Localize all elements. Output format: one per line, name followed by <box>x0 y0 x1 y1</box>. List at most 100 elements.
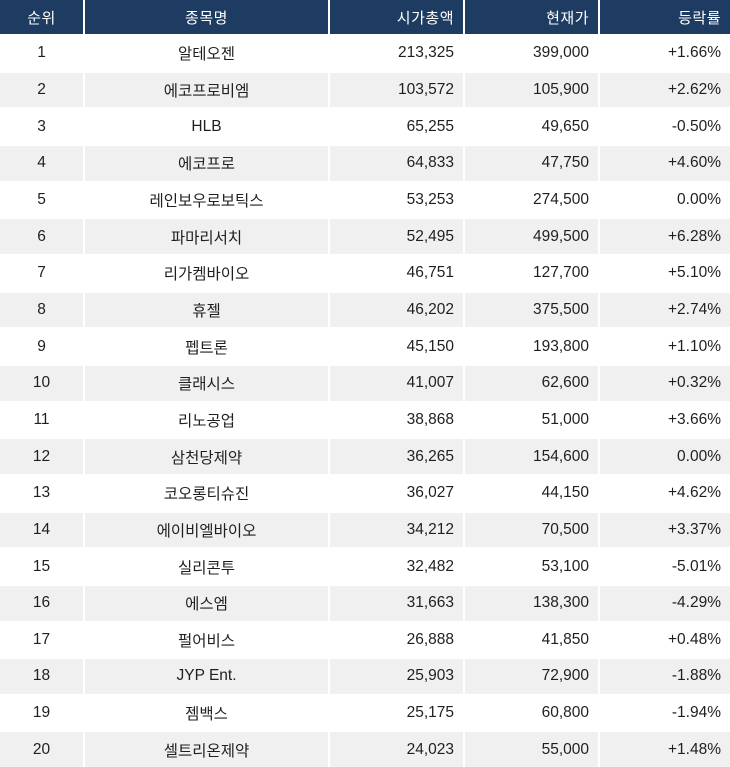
column-header-market-cap: 시가총액 <box>330 0 465 34</box>
current-price-cell: 127,700 <box>465 255 600 291</box>
change-rate-cell: +0.48% <box>667 630 721 648</box>
current-price-cell: 499,500 <box>465 219 600 254</box>
table-row: 18 JYP Ent. 25,903 72,900 -1.88% <box>0 657 730 694</box>
change-rate-cell: 0.00% <box>677 447 721 465</box>
current-price-cell: 375,500 <box>465 292 600 328</box>
change-rate-cell: +1.48% <box>667 740 721 758</box>
column-header-rank: 순위 <box>0 0 85 34</box>
rank-cell: 8 <box>0 292 85 328</box>
market-cap-cell: 64,833 <box>330 145 465 181</box>
change-rate-cell: -1.88% <box>671 667 721 685</box>
market-cap-cell: 31,663 <box>330 585 465 621</box>
change-rate-cell: -1.94% <box>671 704 721 722</box>
stock-name-cell: 펩트론 <box>85 329 330 364</box>
current-price-cell: 105,900 <box>465 72 600 108</box>
rank-cell: 6 <box>0 219 85 254</box>
table-row: 15 실리콘투 32,482 53,100 -5.01% <box>0 547 730 584</box>
market-cap-cell: 53,253 <box>330 182 465 218</box>
rank-cell: 5 <box>0 182 85 218</box>
table-row: 16 에스엠 31,663 138,300 -4.29% <box>0 583 730 621</box>
market-cap-cell: 24,023 <box>330 732 465 767</box>
current-price-cell: 44,150 <box>465 475 600 511</box>
stock-name-cell: 실리콘투 <box>85 549 330 584</box>
stock-name-cell: 에코프로비엠 <box>85 72 330 108</box>
table-row: 7 리가켐바이오 46,751 127,700 +5.10% <box>0 253 730 291</box>
current-price-cell: 41,850 <box>465 622 600 658</box>
change-rate-cell: +2.74% <box>667 300 721 318</box>
table-row: 9 펩트론 45,150 193,800 +1.10% <box>0 327 730 364</box>
rank-cell: 17 <box>0 622 85 658</box>
change-rate-cell: +4.60% <box>667 154 721 172</box>
column-header-current-price: 현재가 <box>465 0 600 34</box>
change-rate-cell: -5.01% <box>671 557 721 575</box>
stock-name-cell: 젬백스 <box>85 695 330 731</box>
current-price-cell: 53,100 <box>465 549 600 584</box>
change-rate-cell: +4.62% <box>667 484 721 502</box>
table-body: 1 알테오젠 213,325 399,000 +1.66% 2 에코프로비엠 103,572 1… <box>0 34 730 767</box>
stock-name-cell: 휴젤 <box>85 292 330 328</box>
table-row: 10 클래시스 41,007 62,600 +0.32% <box>0 363 730 401</box>
market-cap-cell: 36,265 <box>330 439 465 474</box>
table-row: 3 HLB 65,255 49,650 -0.50% <box>0 107 730 144</box>
change-rate-cell: +0.32% <box>667 374 721 392</box>
current-price-cell: 193,800 <box>465 329 600 364</box>
table-row: 4 에코프로 64,833 47,750 +4.60% <box>0 143 730 181</box>
table-row: 17 펄어비스 26,888 41,850 +0.48% <box>0 620 730 658</box>
market-cap-cell: 46,751 <box>330 255 465 291</box>
current-price-cell: 72,900 <box>465 659 600 694</box>
stock-name-cell: 리가켐바이오 <box>85 255 330 291</box>
current-price-cell: 49,650 <box>465 109 600 144</box>
current-price-cell: 274,500 <box>465 182 600 218</box>
market-cap-cell: 213,325 <box>330 36 465 71</box>
stock-name-cell: 에코프로 <box>85 145 330 181</box>
change-rate-cell: 0.00% <box>677 190 721 208</box>
market-cap-cell: 25,903 <box>330 659 465 694</box>
table-row: 2 에코프로비엠 103,572 105,900 +2.62% <box>0 70 730 108</box>
current-price-cell: 51,000 <box>465 402 600 438</box>
table-row: 1 알테오젠 213,325 399,000 +1.66% <box>0 34 730 71</box>
table-row: 14 에이비엘바이오 34,212 70,500 +3.37% <box>0 510 730 548</box>
market-cap-cell: 65,255 <box>330 109 465 144</box>
change-rate-cell: +1.10% <box>667 337 721 355</box>
rank-cell: 4 <box>0 145 85 181</box>
column-header-change-rate: 등락률 <box>678 9 721 27</box>
rank-cell: 15 <box>0 549 85 584</box>
rank-cell: 1 <box>0 36 85 71</box>
market-cap-cell: 32,482 <box>330 549 465 584</box>
rank-cell: 14 <box>0 512 85 548</box>
change-rate-cell: +1.66% <box>667 44 721 62</box>
stock-name-cell: 삼천당제약 <box>85 439 330 474</box>
table-row: 8 휴젤 46,202 375,500 +2.74% <box>0 290 730 328</box>
current-price-cell: 60,800 <box>465 695 600 731</box>
market-cap-cell: 41,007 <box>330 365 465 401</box>
rank-cell: 7 <box>0 255 85 291</box>
stock-name-cell: 레인보우로보틱스 <box>85 182 330 218</box>
market-cap-cell: 26,888 <box>330 622 465 658</box>
table-row: 6 파마리서치 52,495 499,500 +6.28% <box>0 217 730 254</box>
table-row: 12 삼천당제약 36,265 154,600 0.00% <box>0 437 730 474</box>
stock-name-cell: 리노공업 <box>85 402 330 438</box>
rank-cell: 20 <box>0 732 85 767</box>
rank-cell: 13 <box>0 475 85 511</box>
market-cap-cell: 52,495 <box>330 219 465 254</box>
change-rate-cell: +2.62% <box>667 80 721 98</box>
table-row: 11 리노공업 38,868 51,000 +3.66% <box>0 400 730 438</box>
current-price-cell: 138,300 <box>465 585 600 621</box>
current-price-cell: 55,000 <box>465 732 600 767</box>
rank-cell: 16 <box>0 585 85 621</box>
current-price-cell: 154,600 <box>465 439 600 474</box>
rank-cell: 9 <box>0 329 85 364</box>
stock-name-cell: 셀트리온제약 <box>85 732 330 767</box>
market-cap-cell: 36,027 <box>330 475 465 511</box>
change-rate-cell: +3.66% <box>667 410 721 428</box>
rank-cell: 11 <box>0 402 85 438</box>
table-row: 19 젬백스 25,175 60,800 -1.94% <box>0 693 730 731</box>
market-cap-cell: 45,150 <box>330 329 465 364</box>
current-price-cell: 70,500 <box>465 512 600 548</box>
change-rate-cell: -4.29% <box>671 594 721 612</box>
change-rate-cell: +5.10% <box>667 264 721 282</box>
rank-cell: 2 <box>0 72 85 108</box>
current-price-cell: 399,000 <box>465 36 600 71</box>
stock-name-cell: 알테오젠 <box>85 36 330 71</box>
